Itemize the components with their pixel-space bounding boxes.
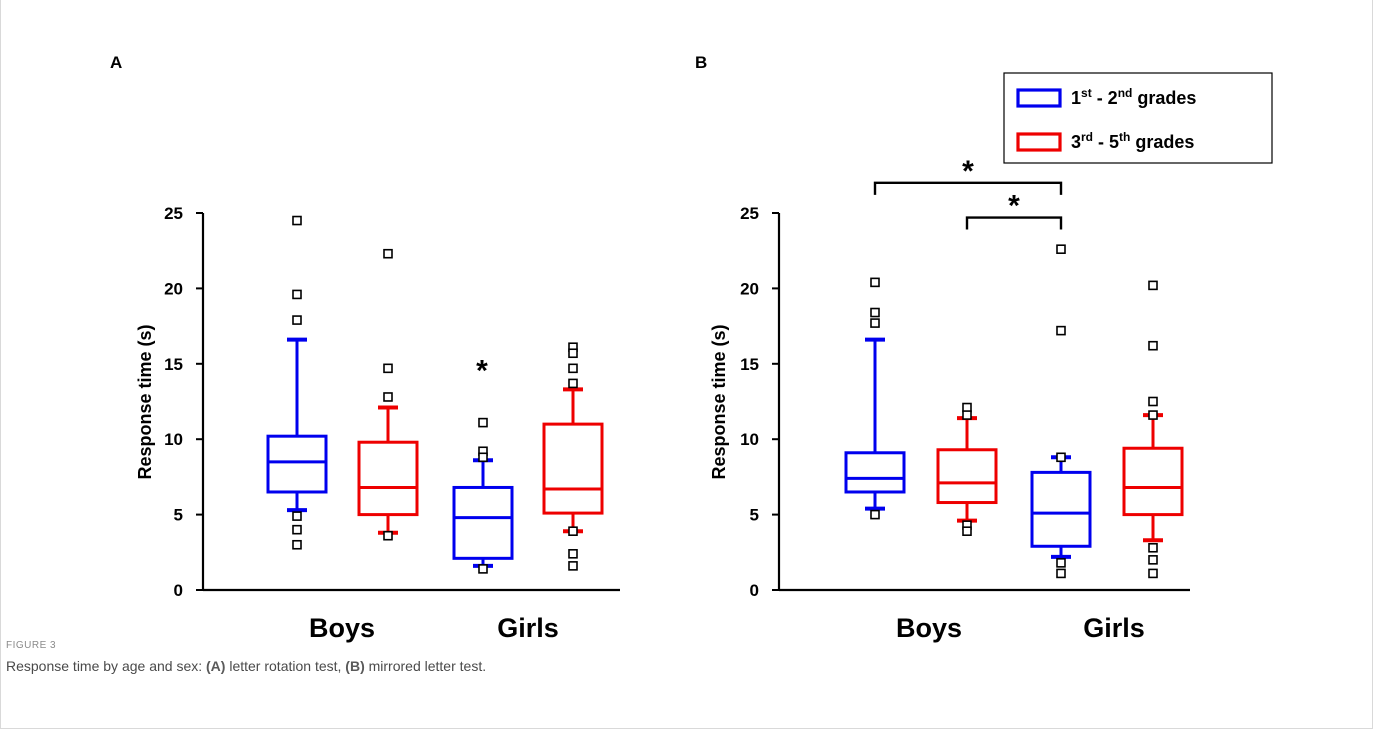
outlier-point xyxy=(962,410,972,420)
panel-a-plot-area: 0 5 10 15 20 25 Boys Girls * xyxy=(164,204,620,643)
outlier-point xyxy=(292,289,302,300)
outlier-point xyxy=(962,526,972,536)
panel-a: A Response time (s) 0 5 10 15 20 25 Boys Girls * xyxy=(110,53,620,643)
outlier-point xyxy=(478,564,488,574)
outlier-point xyxy=(292,524,302,535)
outlier-point xyxy=(1056,325,1066,336)
outlier-point xyxy=(568,526,578,536)
box-iqr xyxy=(542,422,604,515)
y-tick-label: 25 xyxy=(164,204,183,223)
outlier-point xyxy=(383,530,393,541)
outlier-point xyxy=(383,363,393,374)
box-iqr xyxy=(1122,446,1184,517)
outlier-point xyxy=(1148,340,1158,351)
panel-a-label: A xyxy=(110,53,122,72)
x-category-label: Girls xyxy=(497,613,559,643)
box-iqr xyxy=(452,485,514,560)
y-tick-label: 5 xyxy=(750,506,759,525)
box-plot xyxy=(844,277,906,520)
x-category-label: Boys xyxy=(309,613,375,643)
outlier-point xyxy=(568,378,578,389)
box-plot xyxy=(936,402,998,536)
legend-swatch-2 xyxy=(1016,132,1062,152)
caption-b-label: (B) xyxy=(345,658,365,674)
y-tick-label: 0 xyxy=(750,581,759,600)
significance-bracket xyxy=(965,216,1063,230)
outlier-point xyxy=(870,307,880,318)
y-tick-label: 25 xyxy=(740,204,759,223)
box-plot xyxy=(542,342,604,571)
y-tick-label: 10 xyxy=(164,430,183,449)
outlier-point xyxy=(568,549,578,559)
y-tick-label: 20 xyxy=(164,279,183,298)
figure-label: FIGURE 3 xyxy=(6,640,57,651)
outlier-point xyxy=(478,452,488,463)
panel-b-label: B xyxy=(695,53,707,72)
box-plot xyxy=(266,215,328,550)
outlier-point xyxy=(1148,396,1158,407)
outlier-point xyxy=(1148,555,1158,565)
box-iqr xyxy=(1030,470,1092,548)
legend-label-2: 3rd - 5th grades xyxy=(1071,130,1194,152)
caption-a-text: letter rotation test, xyxy=(225,658,346,674)
outlier-point xyxy=(1056,452,1066,463)
significance-marker: * xyxy=(962,155,974,188)
panel-a-y-axis-label: Response time (s) xyxy=(135,324,155,479)
y-tick-label: 15 xyxy=(164,355,183,374)
box-iqr xyxy=(357,440,419,517)
y-tick-label: 10 xyxy=(740,430,759,449)
legend-label-1: 1st - 2nd grades xyxy=(1071,86,1196,108)
outlier-point xyxy=(568,348,578,359)
outlier-point xyxy=(1148,542,1158,553)
outlier-point xyxy=(870,277,880,288)
x-category-label: Girls xyxy=(1083,613,1145,643)
box-iqr xyxy=(266,434,328,494)
legend-swatch-1 xyxy=(1016,88,1062,108)
outlier-point xyxy=(1148,410,1158,420)
y-tick-label: 0 xyxy=(174,581,183,600)
box-plot xyxy=(357,248,419,541)
outlier-point xyxy=(383,392,393,402)
x-category-label: Boys xyxy=(896,613,962,643)
box-plot xyxy=(1030,244,1092,579)
outlier-point xyxy=(383,248,393,259)
panel-b-plot-area: 0 5 10 15 20 25 Boys Girls * * xyxy=(740,155,1190,643)
outlier-point xyxy=(1148,568,1158,579)
box-plot xyxy=(1122,280,1184,579)
legend-box xyxy=(1003,72,1273,164)
legend: 1st - 2nd grades 3rd - 5th grades xyxy=(1003,72,1273,164)
caption-a-label: (A) xyxy=(206,658,226,674)
y-tick-label: 5 xyxy=(174,506,183,525)
outlier-point xyxy=(1056,558,1066,568)
outlier-point xyxy=(292,511,302,521)
outlier-point xyxy=(292,315,302,325)
caption-b-text: mirrored letter test. xyxy=(364,658,487,674)
outlier-point xyxy=(292,539,302,550)
outlier-point xyxy=(568,363,578,374)
caption-text-start: Response time by age and sex: xyxy=(6,658,207,674)
significance-marker: * xyxy=(1008,190,1020,223)
significance-bracket xyxy=(873,181,1063,195)
outlier-point xyxy=(568,561,578,571)
outlier-point xyxy=(870,509,880,520)
panel-b: B Response time (s) 0 5 10 15 20 25 Boys Girls *… xyxy=(695,53,1190,643)
box-iqr xyxy=(936,448,998,505)
outlier-point xyxy=(292,215,302,226)
significance-marker: * xyxy=(476,354,488,387)
panel-b-y-axis-label: Response time (s) xyxy=(709,324,729,479)
outlier-point xyxy=(478,417,488,428)
box-iqr xyxy=(844,451,906,494)
box-plot xyxy=(452,417,514,574)
outlier-point xyxy=(870,318,880,328)
outlier-point xyxy=(1056,568,1066,579)
y-tick-label: 20 xyxy=(740,279,759,298)
y-tick-label: 15 xyxy=(740,355,759,374)
outlier-point xyxy=(1148,280,1158,291)
outlier-point xyxy=(1056,244,1066,254)
figure-caption: Response time by age and sex: (A) letter… xyxy=(6,658,486,674)
